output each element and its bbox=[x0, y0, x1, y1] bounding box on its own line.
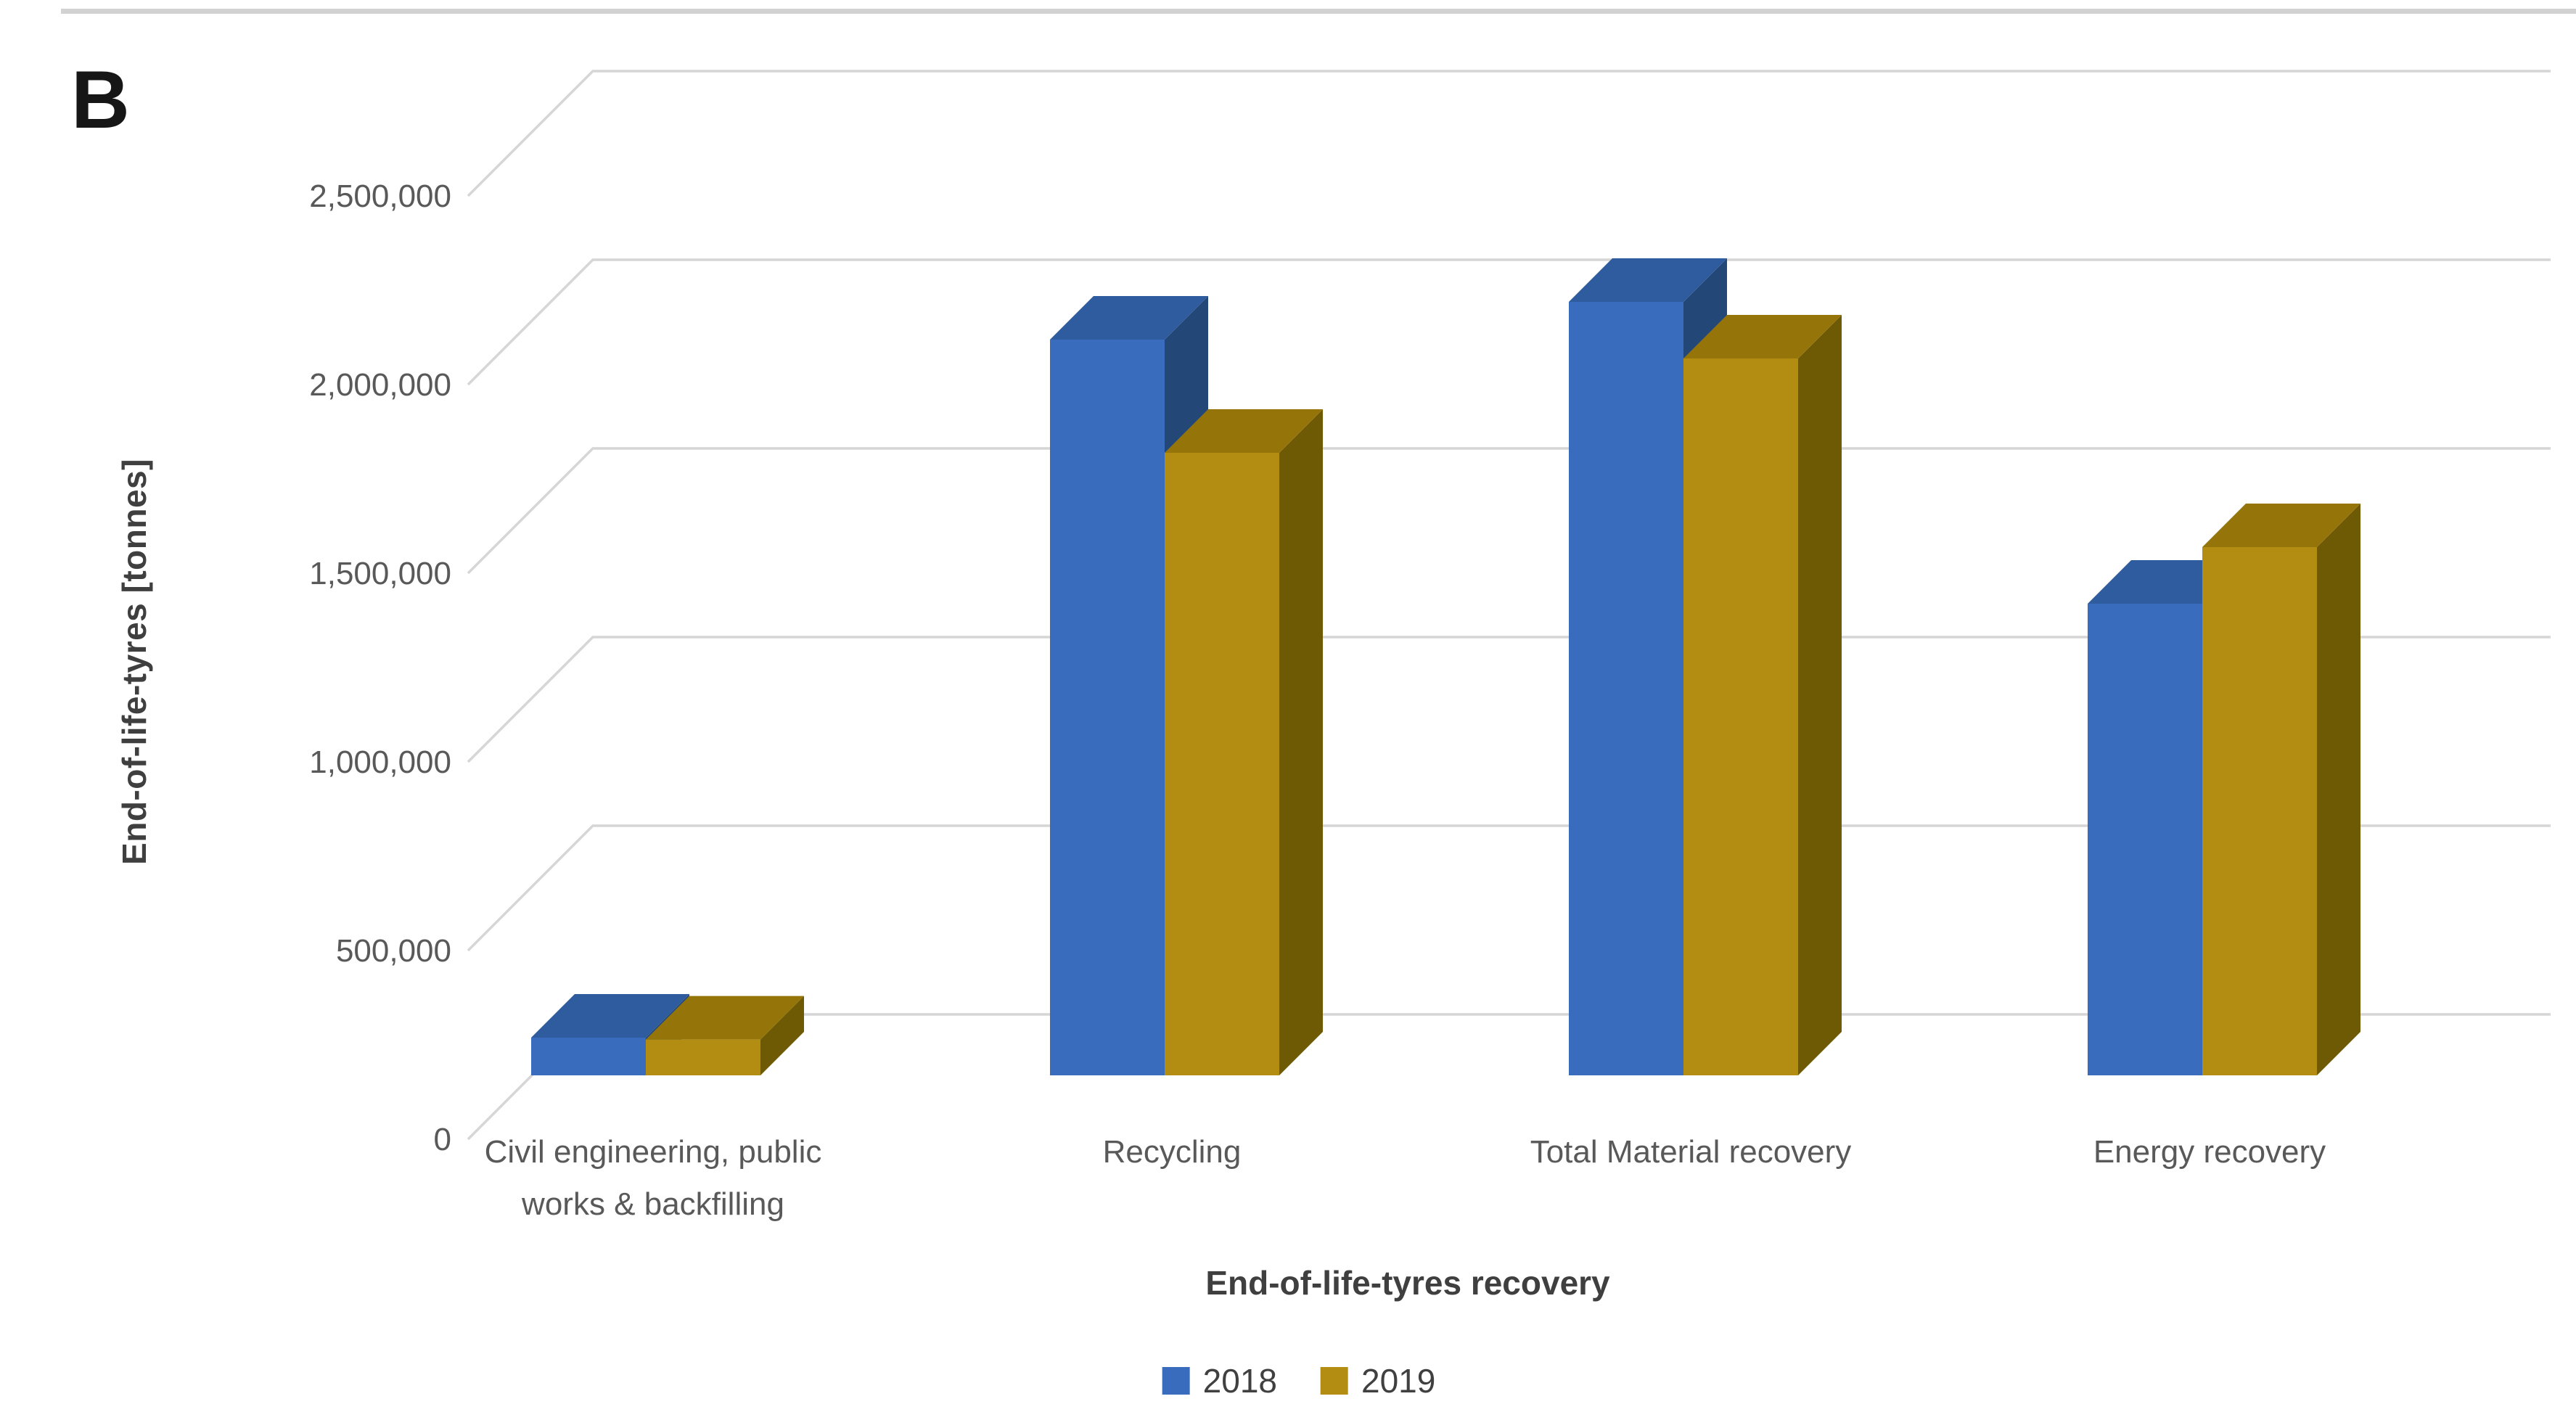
legend: 2018 2019 bbox=[1162, 1361, 1435, 1400]
bar-front-face bbox=[1683, 358, 1798, 1075]
bar-side-face bbox=[1798, 315, 1842, 1075]
x-category-label: Energy recovery bbox=[2093, 1134, 2326, 1170]
x-category-label: Recycling bbox=[1103, 1134, 1242, 1170]
legend-swatch-2018 bbox=[1162, 1367, 1190, 1395]
gridline bbox=[467, 258, 2551, 386]
legend-label-2019: 2019 bbox=[1361, 1362, 1436, 1400]
x-category-label: Total Material recovery bbox=[1530, 1134, 1852, 1170]
gridline bbox=[467, 447, 2551, 575]
bar-front-face bbox=[1569, 302, 1683, 1075]
x-axis-category-labels-layer: Civil engineering, public works & backfil… bbox=[485, 1134, 2326, 1222]
bar-2019-0 bbox=[646, 996, 804, 1075]
bar-side-face bbox=[1279, 409, 1323, 1075]
gridline bbox=[467, 824, 2551, 952]
bar-top-face bbox=[1569, 258, 1727, 302]
bar-top-face bbox=[1050, 296, 1208, 340]
bar-2019-3 bbox=[2202, 504, 2360, 1075]
bar-side-face bbox=[2317, 504, 2360, 1075]
y-tick-label: 1,000,000 bbox=[309, 744, 451, 780]
bar-front-face bbox=[531, 1038, 646, 1075]
x-axis-title: End-of-life-tyres recovery bbox=[1205, 1264, 1610, 1302]
y-tick-label: 1,500,000 bbox=[309, 556, 451, 591]
x-category-label: Civil engineering, public works & backfil… bbox=[485, 1134, 822, 1222]
legend-item-2018: 2018 bbox=[1162, 1361, 1277, 1400]
bar-front-face bbox=[1050, 340, 1165, 1075]
bars-layer bbox=[531, 258, 2360, 1075]
panel-label: B bbox=[71, 54, 130, 145]
bar-front-face bbox=[1165, 453, 1279, 1075]
bar-2019-2 bbox=[1683, 315, 1842, 1075]
y-tick-label: 500,000 bbox=[336, 933, 451, 969]
bar-top-face bbox=[1683, 315, 1842, 358]
y-axis-ticks-layer: 0 500,000 1,000,000 1,500,000 2,000,000 2,500… bbox=[309, 178, 451, 1157]
legend-swatch-2019 bbox=[1321, 1367, 1348, 1395]
bar-top-face bbox=[2202, 504, 2360, 547]
bar-front-face bbox=[646, 1039, 760, 1075]
y-tick-label: 2,500,000 bbox=[309, 178, 451, 214]
legend-item-2019: 2019 bbox=[1321, 1361, 1435, 1400]
top-divider-line bbox=[61, 9, 2576, 14]
gridline bbox=[467, 70, 2551, 197]
bar-top-face bbox=[531, 994, 689, 1038]
y-tick-label: 2,000,000 bbox=[309, 367, 451, 403]
bar-top-face bbox=[1165, 409, 1323, 453]
bar-2019-1 bbox=[1165, 409, 1323, 1075]
bar-front-face bbox=[2088, 604, 2202, 1075]
bar-top-face bbox=[646, 996, 804, 1040]
legend-label-2018: 2018 bbox=[1202, 1362, 1277, 1400]
gridline bbox=[467, 636, 2551, 763]
bar-front-face bbox=[2202, 547, 2317, 1075]
y-tick-label: 0 bbox=[434, 1122, 451, 1157]
bar-side-face bbox=[760, 996, 804, 1075]
